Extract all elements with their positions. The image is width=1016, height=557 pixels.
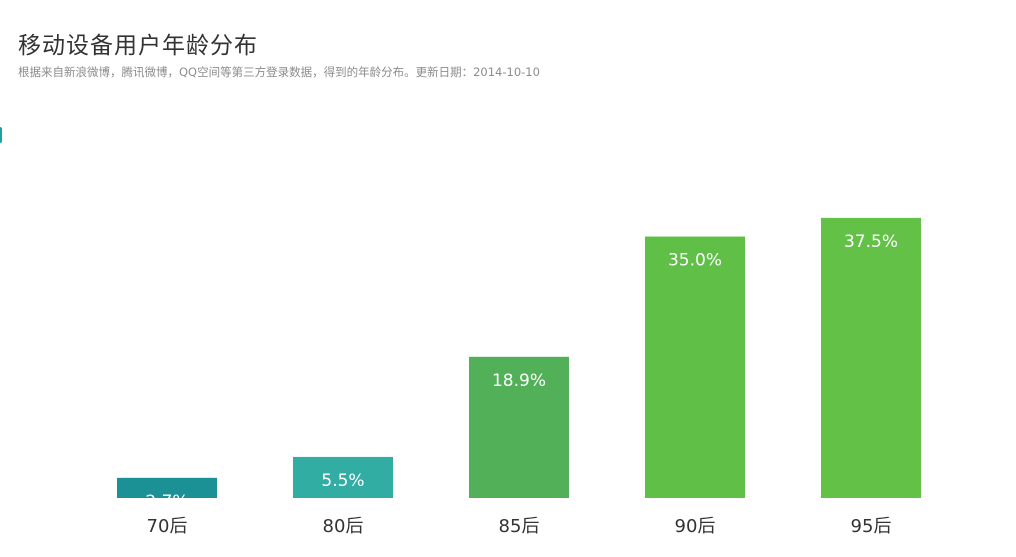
x-tick-label: 70后: [147, 516, 188, 537]
bar-4: [821, 217, 921, 498]
bar-2: [469, 356, 569, 498]
x-tick-label: 90后: [675, 516, 716, 537]
x-tick-label: 80后: [323, 516, 364, 537]
edge-marker: [0, 127, 2, 143]
chart-subtitle: 根据来自新浪微博，腾讯微博，QQ空间等第三方登录数据，得到的年龄分布。更新日期：…: [18, 65, 540, 79]
bar-1: [293, 456, 393, 498]
bar-value-label: 35.0%: [668, 251, 722, 271]
x-tick-label: 95后: [851, 516, 892, 537]
bar-value-label: 37.5%: [844, 232, 898, 252]
bar-value-label: 18.9%: [492, 371, 546, 391]
bar-value-label: 2.7%: [145, 492, 188, 512]
x-tick-label: 85后: [499, 516, 540, 537]
bar-value-label: 5.5%: [321, 471, 364, 491]
bar-0: [117, 477, 217, 498]
bar-3: [645, 236, 745, 499]
chart-title: 移动设备用户年龄分布: [18, 33, 258, 59]
